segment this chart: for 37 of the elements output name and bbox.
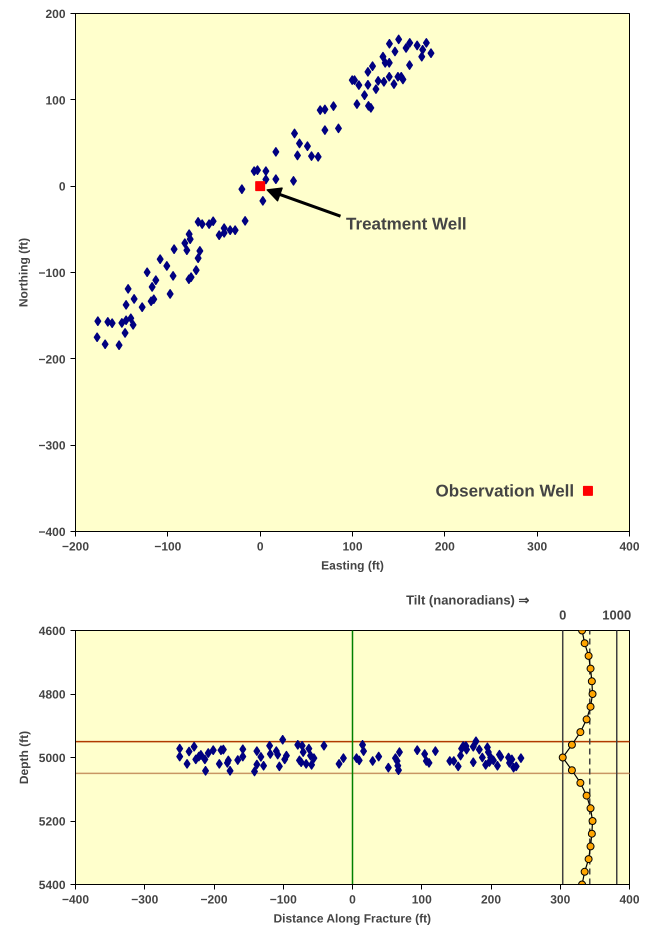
x-tick-label: 300 bbox=[550, 892, 571, 906]
x-tick-label: 0 bbox=[349, 892, 356, 906]
x-tick-label: 200 bbox=[434, 540, 456, 554]
y-tick-label: 100 bbox=[45, 93, 66, 108]
x-tick-label: −100 bbox=[154, 540, 182, 554]
x-tick-label: 0 bbox=[256, 540, 264, 554]
x-axis-title: Distance Along Fracture (ft) bbox=[273, 912, 432, 926]
y-tick-label: −100 bbox=[38, 266, 66, 280]
x-tick-label: −400 bbox=[62, 892, 90, 906]
series-label: Observation Well bbox=[436, 481, 574, 500]
y-tick-label: 200 bbox=[45, 7, 66, 21]
y-tick-label: −400 bbox=[38, 525, 66, 539]
x-tick-label: 200 bbox=[480, 892, 502, 906]
x-tick-label: −100 bbox=[270, 892, 298, 906]
x-axis-title: Easting (ft) bbox=[321, 558, 384, 572]
x-tick-label: −200 bbox=[62, 540, 90, 554]
x2-axis-title: Tilt (nanoradians) ⇒ bbox=[406, 592, 530, 608]
y-tick-label: −300 bbox=[38, 438, 66, 453]
y-axis-title: Northing (ft) bbox=[16, 238, 30, 308]
x-tick-label: 100 bbox=[412, 892, 432, 906]
y-tick-label: 5400 bbox=[38, 878, 66, 892]
x-tick-label: −200 bbox=[200, 892, 228, 906]
y-tick-label: 0 bbox=[58, 180, 66, 194]
y-tick-label: 5200 bbox=[38, 814, 66, 828]
y-axis-title: Depth (ft) bbox=[16, 730, 31, 784]
x-tick-label: 100 bbox=[342, 540, 363, 554]
x2-tick-label: 1000 bbox=[602, 608, 632, 622]
y-tick-label: 5000 bbox=[38, 751, 66, 765]
x-tick-label: 400 bbox=[619, 540, 640, 554]
y-tick-label: −200 bbox=[38, 352, 66, 366]
x-tick-label: −300 bbox=[131, 892, 159, 906]
x2-tick-label: 0 bbox=[559, 608, 566, 622]
y-tick-label: 4800 bbox=[38, 688, 66, 702]
text: Treatment Well bbox=[346, 214, 467, 234]
y-tick-label: 4600 bbox=[38, 624, 66, 638]
x-tick-label: 400 bbox=[619, 892, 640, 906]
x-tick-label: 300 bbox=[527, 540, 548, 554]
